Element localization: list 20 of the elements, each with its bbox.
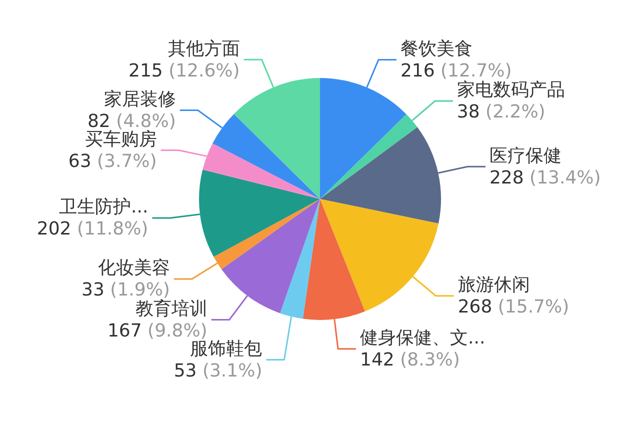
slice-label: 健身保健、文... bbox=[360, 328, 486, 349]
slice-label: 化妆美容 bbox=[98, 258, 170, 279]
slice-label: 其他方面 bbox=[168, 38, 240, 60]
data-label: 268 (15.7%) bbox=[458, 296, 570, 318]
slice-label: 医疗保健 bbox=[489, 145, 562, 166]
data-label: 202 (11.8%) bbox=[36, 218, 148, 240]
slice-label: 卫生防护... bbox=[59, 196, 148, 218]
data-label: 142 (8.3%) bbox=[360, 350, 460, 371]
slice-label: 家电数码产品 bbox=[456, 80, 565, 101]
slice-label: 家居装修 bbox=[104, 88, 176, 110]
slice-label: 教育培训 bbox=[135, 298, 208, 320]
slice-label: 餐饮美食 bbox=[400, 38, 472, 60]
slice-label: 买车购房 bbox=[84, 128, 157, 150]
data-label: 216 (12.7%) bbox=[400, 60, 512, 82]
data-label: 53 (3.1%) bbox=[174, 360, 262, 382]
data-label: 63 (3.7%) bbox=[68, 150, 157, 172]
data-label: 215 (12.6%) bbox=[128, 60, 240, 82]
data-label: 228 (13.4%) bbox=[489, 167, 601, 188]
slice-label: 旅游休闲 bbox=[458, 274, 530, 296]
data-label: 38 (2.2%) bbox=[456, 102, 546, 123]
